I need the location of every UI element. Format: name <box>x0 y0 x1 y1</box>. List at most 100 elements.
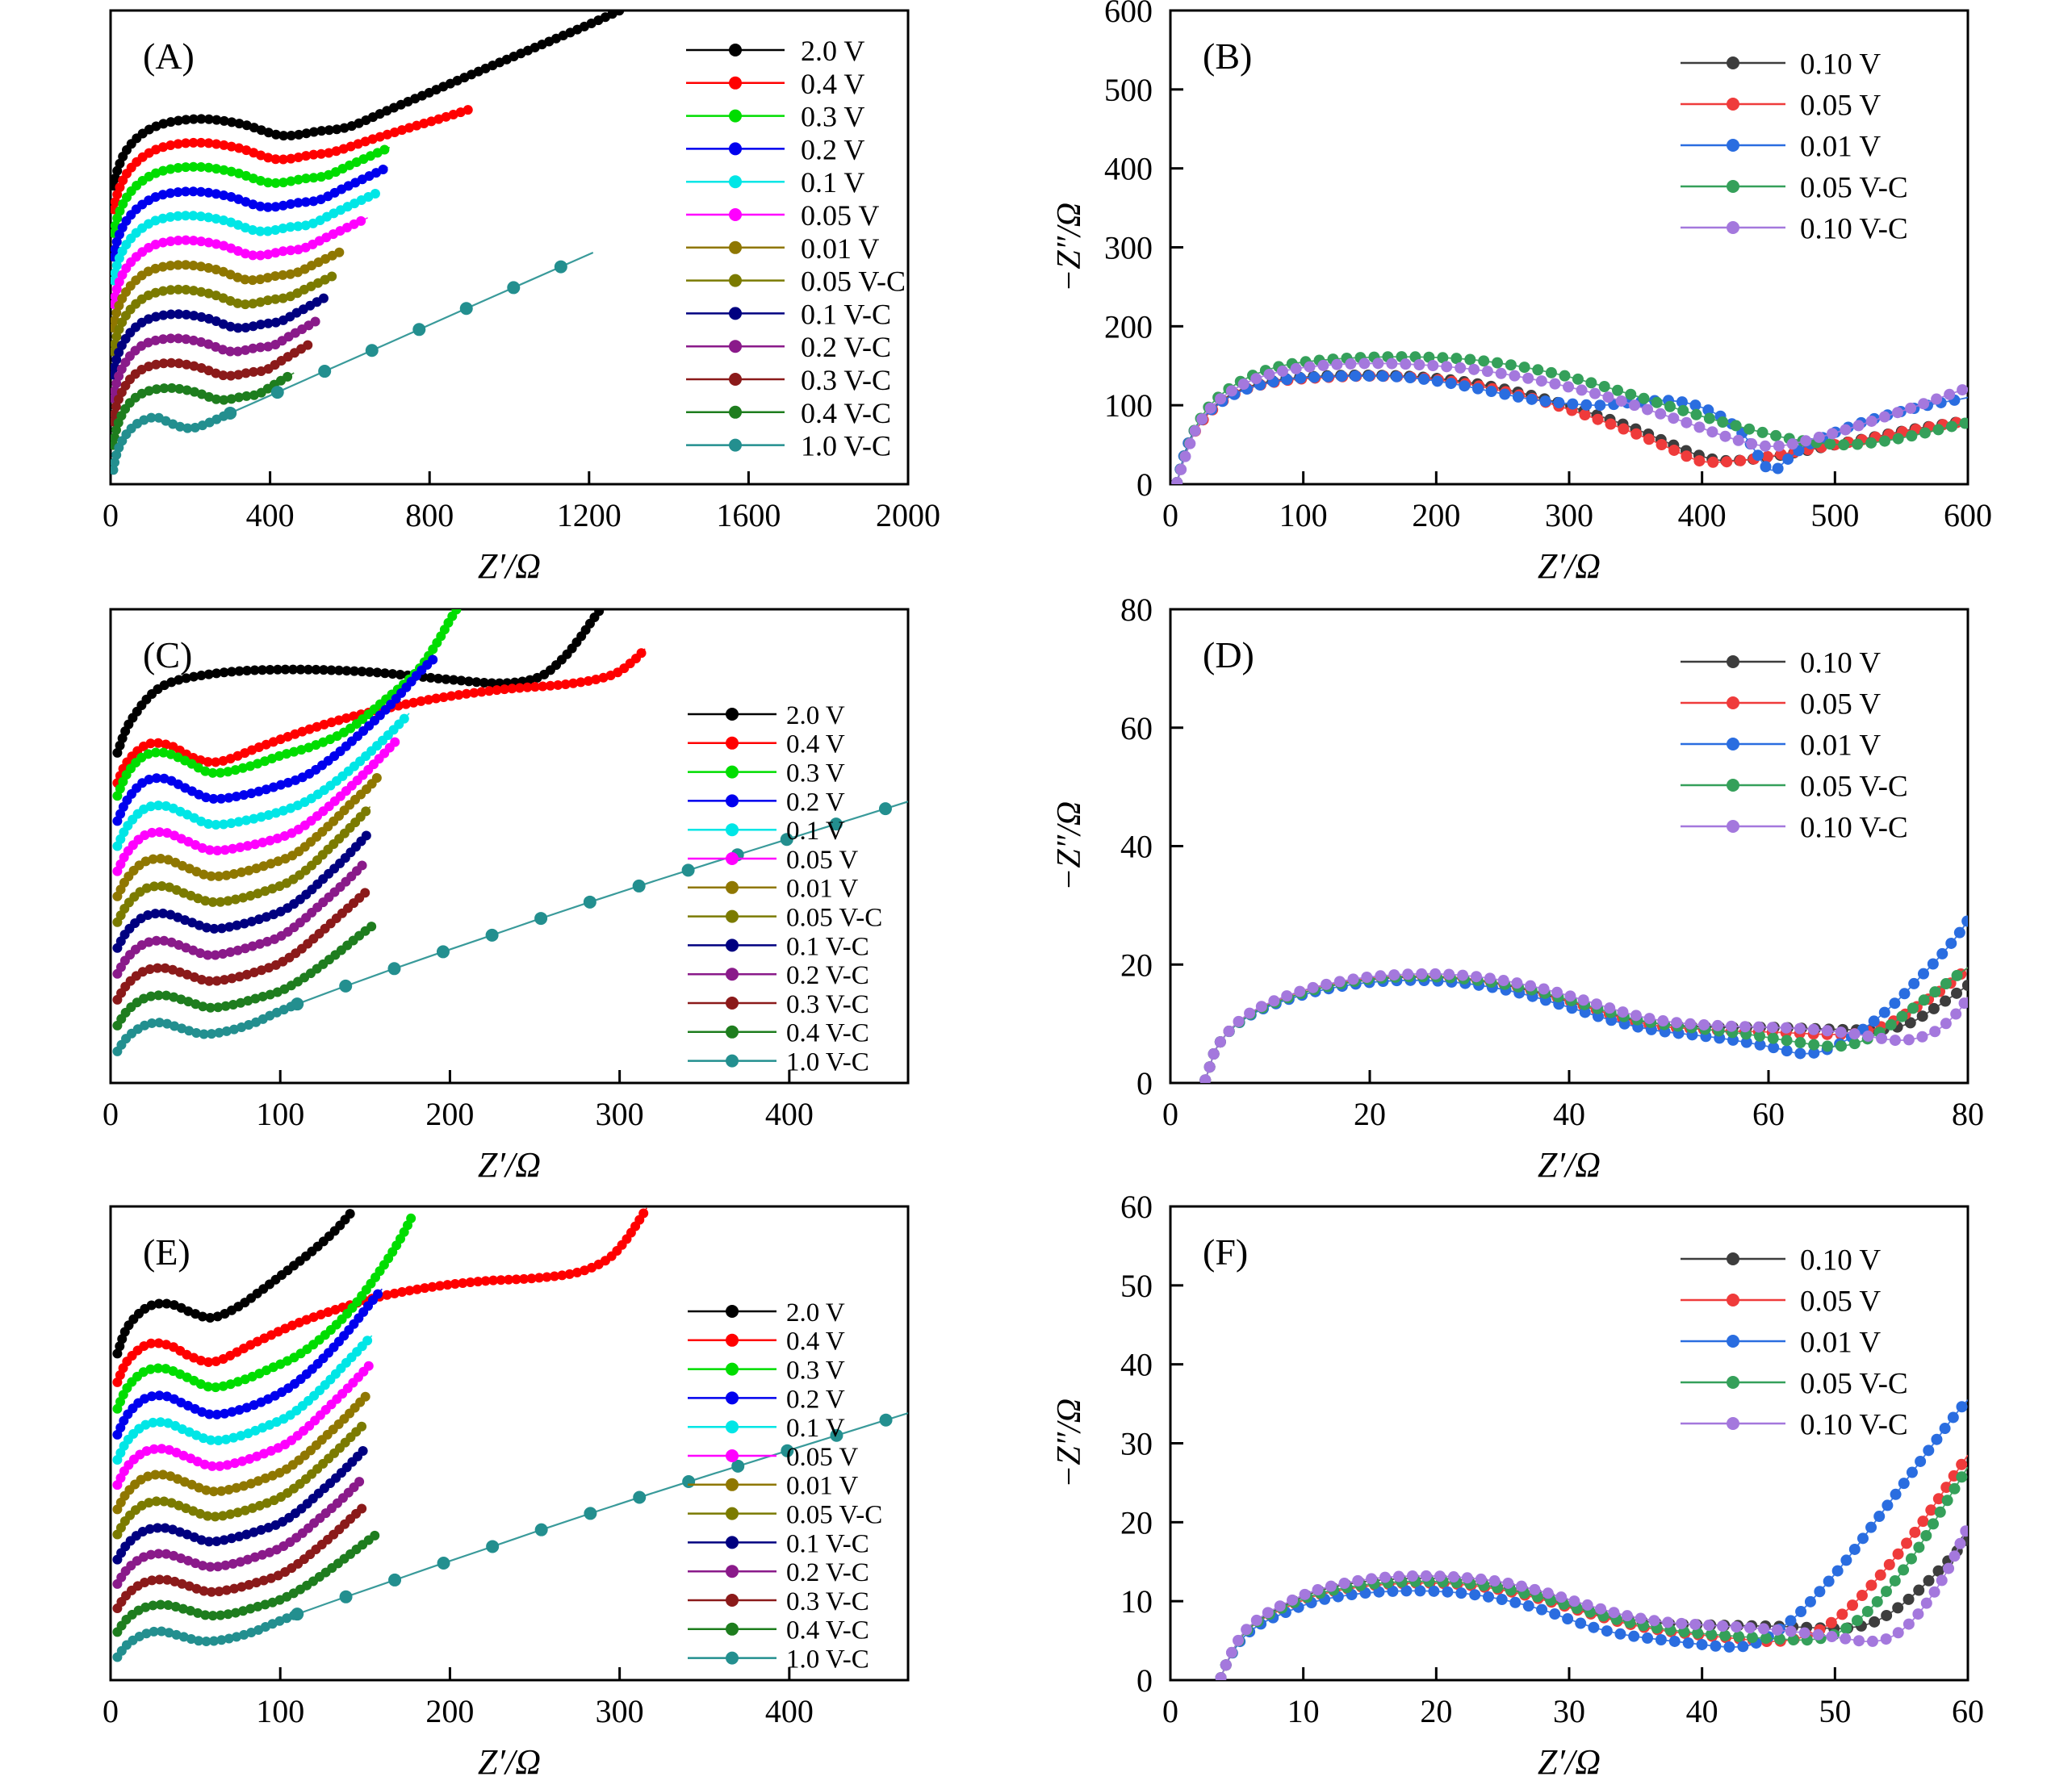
series-group <box>112 609 908 1056</box>
data-point <box>1940 1018 1952 1030</box>
data-point <box>1589 387 1601 399</box>
y-tick-label: 100 <box>1104 387 1153 424</box>
data-point <box>1703 412 1715 424</box>
data-point <box>111 173 120 183</box>
data-point <box>1717 1620 1729 1633</box>
data-point <box>296 745 307 755</box>
data-point <box>484 686 495 696</box>
legend-item: 0.2 V <box>688 1385 845 1414</box>
data-point <box>1754 1039 1766 1051</box>
data-point <box>253 1601 263 1612</box>
data-point <box>198 1433 208 1444</box>
data-point <box>499 684 509 695</box>
legend-label: 0.1 V-C <box>786 932 869 961</box>
legend-item: 0.05 V <box>1681 688 1881 721</box>
data-point <box>191 1583 202 1594</box>
data-point <box>534 1273 545 1283</box>
data-point <box>195 211 206 222</box>
data-point <box>1189 424 1201 437</box>
data-point <box>1889 997 1901 1010</box>
data-point <box>229 1583 240 1594</box>
y-tick-label: 80 <box>1120 592 1153 628</box>
x-tick-label: 400 <box>1678 497 1727 533</box>
data-point <box>1386 357 1398 370</box>
series-2.0-v <box>112 609 605 758</box>
data-point <box>211 668 222 679</box>
data-point <box>157 261 168 272</box>
data-point <box>224 1633 234 1644</box>
data-point <box>1932 424 1944 436</box>
legend-label: 1.0 V-C <box>801 430 891 462</box>
data-point <box>159 1496 170 1507</box>
data-point <box>1827 428 1839 440</box>
data-point <box>245 891 256 901</box>
data-point <box>203 1511 213 1521</box>
legend-marker-dot <box>729 44 742 56</box>
data-point <box>218 215 228 226</box>
legend-item: 0.2 V-C <box>686 331 891 363</box>
data-point <box>408 697 419 708</box>
data-point <box>1642 1632 1654 1644</box>
data-point <box>1594 399 1606 412</box>
data-point <box>226 1533 237 1544</box>
data-point <box>151 311 161 322</box>
data-point <box>203 237 214 248</box>
data-point <box>1549 1608 1561 1620</box>
data-point <box>184 1026 195 1036</box>
data-point <box>1263 368 1275 380</box>
data-point <box>1808 1047 1820 1059</box>
data-point <box>1681 416 1693 429</box>
series-line <box>1204 967 1968 1081</box>
data-point <box>270 271 280 282</box>
data-point <box>1940 978 1952 990</box>
data-point <box>636 648 647 658</box>
data-point <box>224 406 237 420</box>
data-point <box>1572 373 1584 385</box>
data-point <box>207 897 218 907</box>
data-point <box>1878 1006 1890 1018</box>
data-point <box>282 749 292 759</box>
data-point <box>147 827 157 838</box>
legend-label: 0.3 V <box>786 759 845 788</box>
data-point <box>1744 1622 1756 1634</box>
data-point <box>286 131 296 141</box>
data-point <box>295 664 306 675</box>
series-0.1-v-c <box>111 293 329 380</box>
data-point <box>1457 969 1469 981</box>
series-0.05-v <box>112 737 400 876</box>
data-point <box>173 284 183 295</box>
x-tick-label: 1600 <box>716 497 781 533</box>
series-group <box>1171 351 1968 484</box>
data-point <box>239 1629 249 1640</box>
data-point <box>1522 1600 1534 1612</box>
data-point <box>1581 1599 1593 1611</box>
data-point <box>1372 357 1384 370</box>
data-point <box>465 1277 475 1288</box>
data-point <box>144 1524 155 1534</box>
data-point <box>157 880 167 891</box>
data-point <box>324 125 334 136</box>
data-point <box>188 335 199 345</box>
series-1.0-v-c <box>112 1610 299 1662</box>
data-point <box>229 1458 240 1469</box>
data-point <box>189 361 199 371</box>
legend-label: 1.0 V-C <box>786 1645 869 1674</box>
data-point <box>266 859 276 869</box>
data-point <box>441 674 451 684</box>
data-point <box>1934 1506 1946 1518</box>
legend-item: 1.0 V-C <box>686 430 891 462</box>
data-point <box>1840 1633 1852 1645</box>
data-point <box>1478 355 1490 367</box>
y-tick-label: 600 <box>1104 0 1153 29</box>
data-point <box>1387 1585 1399 1597</box>
data-point <box>210 950 220 960</box>
legend-label: 0.2 V-C <box>786 1558 869 1587</box>
data-point <box>308 173 319 183</box>
data-point <box>1551 986 1563 998</box>
data-point <box>150 263 161 274</box>
data-point <box>200 1610 211 1620</box>
data-point <box>1772 462 1784 475</box>
data-point <box>166 357 177 368</box>
data-point <box>178 1632 189 1642</box>
legend-item: 0.1 V <box>688 817 845 846</box>
